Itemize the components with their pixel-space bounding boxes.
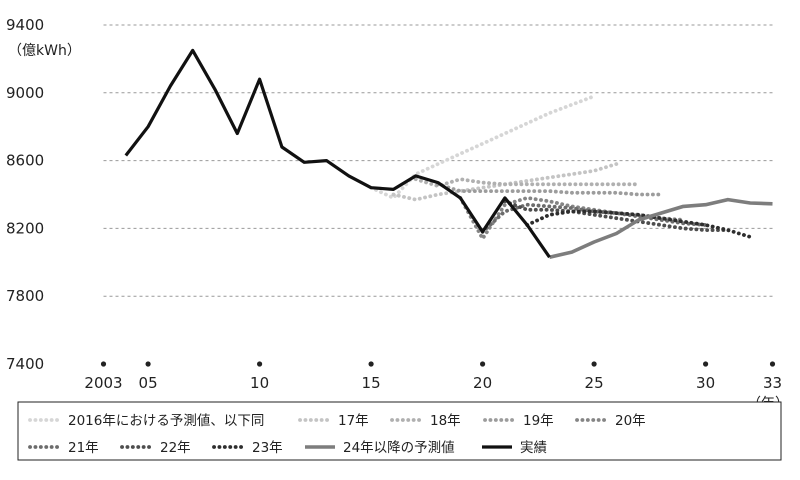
- series-line: [413, 177, 641, 188]
- legend-label: 20年: [615, 413, 646, 429]
- legend-label: 23年: [252, 440, 283, 456]
- y-tick-label: 9400: [6, 16, 44, 34]
- legend-label: 17年: [338, 413, 369, 429]
- legend: 2016年における予測値、以下同 17年 18年 19年 20年 21年 22年 23年 24年…: [28, 413, 646, 456]
- legend-label: 19年: [523, 413, 554, 429]
- series-line: [502, 199, 730, 233]
- x-tick-label: 10: [250, 374, 269, 392]
- x-tick-mark: [480, 361, 486, 367]
- x-tick-label: 25: [585, 374, 604, 392]
- x-tick-mark: [257, 361, 263, 367]
- legend-label: 実績: [520, 440, 547, 456]
- legend-label: 18年: [430, 413, 461, 429]
- x-axis-ticks: 2003 05 10 15 20 25 30 33: [84, 361, 782, 392]
- legend-label: 24年以降の予測値: [343, 440, 455, 456]
- legend-label: 22年: [160, 440, 191, 456]
- y-axis-ticks: 7400 7800 8200 8600 9000 9400: [6, 16, 44, 373]
- y-tick-label: 7800: [6, 287, 44, 305]
- x-tick-mark: [591, 361, 597, 367]
- legend-label: 21年: [68, 440, 99, 456]
- series-line: [436, 182, 663, 197]
- x-tick-label: 15: [362, 374, 381, 392]
- series-line: [549, 197, 773, 259]
- y-axis-unit: （億kWh）: [8, 43, 81, 59]
- x-tick-label: 05: [139, 374, 158, 392]
- x-tick-label: 2003: [84, 374, 122, 392]
- legend-label: 2016年における予測値、以下同: [68, 413, 264, 429]
- x-tick-label: 20: [473, 374, 492, 392]
- x-tick-mark: [703, 361, 709, 367]
- y-tick-label: 9000: [6, 84, 44, 102]
- gridlines: [103, 24, 773, 297]
- y-tick-label: 7400: [6, 355, 44, 373]
- x-tick-label: 30: [696, 374, 715, 392]
- x-tick-mark: [145, 361, 151, 367]
- series-line: [124, 48, 551, 259]
- series-lines: [124, 48, 773, 259]
- x-tick-mark: [100, 361, 107, 367]
- series-line: [525, 209, 753, 239]
- y-tick-label: 8600: [6, 152, 44, 170]
- y-tick-label: 8200: [6, 219, 44, 237]
- legend-box: [17, 401, 782, 461]
- x-tick-mark: [769, 361, 776, 367]
- series-line: [369, 94, 596, 200]
- x-tick-mark: [368, 361, 374, 367]
- x-tick-label: 33: [763, 374, 782, 392]
